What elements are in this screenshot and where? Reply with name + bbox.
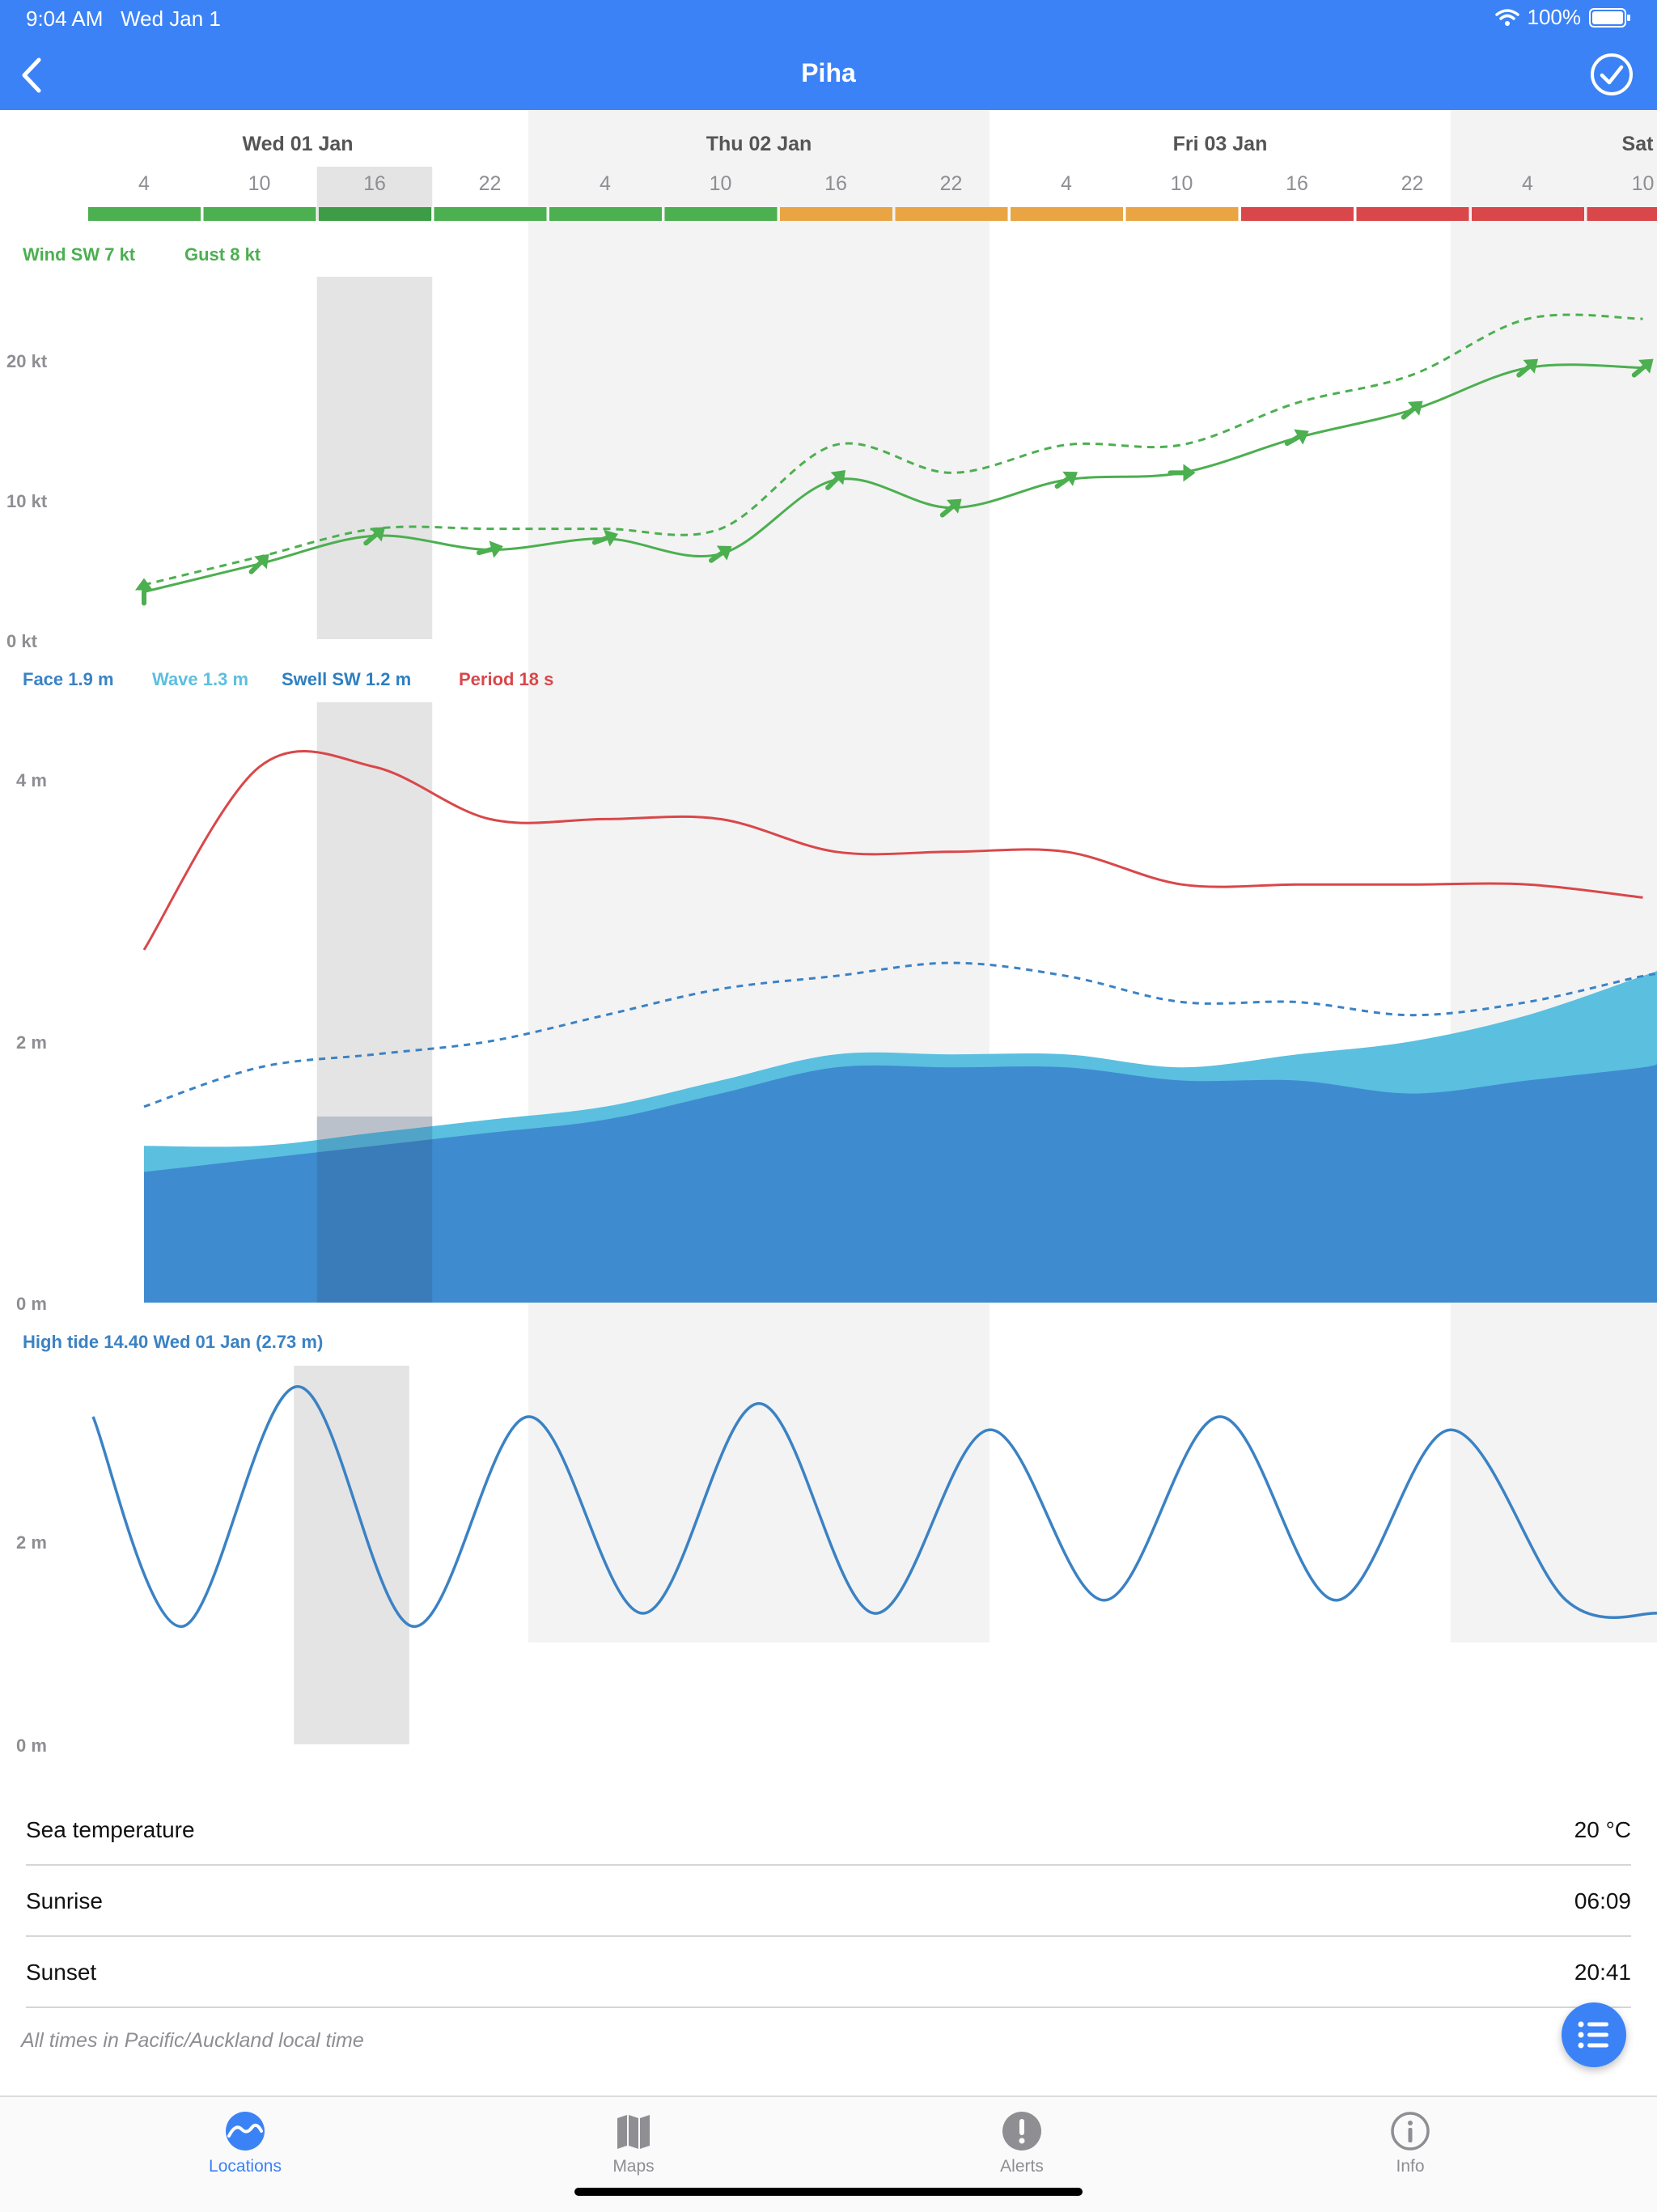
wind-direction-arrow bbox=[1398, 394, 1429, 424]
rating-bar-segment bbox=[1011, 207, 1123, 221]
hour-label: 22 bbox=[479, 172, 502, 195]
rating-bar-segment bbox=[665, 207, 778, 221]
rating-bar-segment bbox=[204, 207, 316, 221]
rating-bar-segment bbox=[896, 207, 1008, 221]
day-label: Thu 02 Jan bbox=[706, 133, 812, 155]
tab-maps-label: Maps bbox=[612, 2157, 654, 2176]
rating-bar-segment bbox=[1126, 207, 1239, 221]
hour-label: 10 bbox=[1171, 172, 1193, 195]
tide-axis-label: 0 m bbox=[16, 1735, 47, 1756]
map-icon bbox=[612, 2110, 655, 2152]
tab-alerts-label: Alerts bbox=[1000, 2157, 1044, 2176]
rating-bar-segment bbox=[1241, 207, 1354, 221]
timezone-footnote: All times in Pacific/Auckland local time bbox=[21, 2029, 364, 2053]
battery-percent: 100% bbox=[1528, 5, 1582, 30]
wind-legend: Wind SW 7 kt bbox=[23, 244, 136, 265]
status-indicators: 100% bbox=[1495, 5, 1632, 30]
wind-direction-arrow bbox=[1171, 464, 1196, 481]
sunrise-label: Sunrise bbox=[26, 1888, 103, 1914]
checkmark-circle-icon bbox=[1589, 52, 1634, 97]
day-band-0 bbox=[528, 110, 990, 1642]
tide-axis-label: 2 m bbox=[16, 1532, 47, 1553]
sea-temperature-row: Sea temperature 20 °C bbox=[26, 1795, 1631, 1866]
hour-label: 4 bbox=[1061, 172, 1072, 195]
list-icon bbox=[1562, 2002, 1626, 2067]
rating-bar-segment bbox=[319, 207, 431, 221]
rating-bar-segment bbox=[1357, 207, 1469, 221]
day-label: Fri 03 Jan bbox=[1173, 133, 1268, 155]
sunrise-value: 06:09 bbox=[1574, 1888, 1631, 1914]
sea-temperature-label: Sea temperature bbox=[26, 1817, 195, 1843]
tab-info[interactable]: Info bbox=[1329, 2110, 1491, 2176]
day-label: Sat bbox=[1622, 133, 1655, 155]
wave-axis-label: 2 m bbox=[16, 1032, 47, 1053]
hour-label: 10 bbox=[248, 172, 271, 195]
hour-label: 10 bbox=[710, 172, 732, 195]
selected-column-wind bbox=[317, 277, 433, 639]
period-legend: Period 18 s bbox=[459, 669, 553, 689]
rating-bar-segment bbox=[434, 207, 547, 221]
tab-locations-label: Locations bbox=[209, 2157, 282, 2176]
tab-locations[interactable]: Locations bbox=[164, 2110, 326, 2176]
status-time: 9:04 AM Wed Jan 1 bbox=[26, 6, 221, 32]
swell-legend: Swell SW 1.2 m bbox=[282, 669, 411, 689]
status-date: Wed Jan 1 bbox=[121, 6, 221, 31]
status-clock: 9:04 AM bbox=[26, 6, 103, 31]
wave-axis-label: 0 m bbox=[16, 1294, 47, 1314]
rating-bar-segment bbox=[549, 207, 662, 221]
hour-label: 4 bbox=[600, 172, 611, 195]
day-band-1 bbox=[1451, 110, 1657, 1642]
wind-axis-label: 10 kt bbox=[6, 491, 48, 511]
home-indicator bbox=[574, 2188, 1083, 2196]
rating-bar-segment bbox=[88, 207, 201, 221]
rating-bar-segment bbox=[780, 207, 892, 221]
rating-bar-segment bbox=[1587, 207, 1657, 221]
hour-label: 10 bbox=[1632, 172, 1655, 195]
tab-maps[interactable]: Maps bbox=[553, 2110, 714, 2176]
wave-legend: Wave 1.3 m bbox=[152, 669, 248, 689]
wind-axis-label: 20 kt bbox=[6, 351, 48, 371]
rating-bar-segment bbox=[1472, 207, 1584, 221]
tab-info-label: Info bbox=[1396, 2157, 1424, 2176]
alert-icon bbox=[1001, 2110, 1043, 2152]
hour-label: 16 bbox=[1286, 172, 1308, 195]
tide-title: High tide 14.40 Wed 01 Jan (2.73 m) bbox=[23, 1332, 323, 1352]
forecast-charts: Wed 01 Jan Thu 02 Jan Fri 03 Jan Sat 4 10 16 22… bbox=[0, 110, 1657, 1761]
sunrise-row: Sunrise 06:09 bbox=[26, 1866, 1631, 1937]
hour-label: 16 bbox=[824, 172, 847, 195]
selected-column-tide bbox=[294, 1366, 409, 1744]
wind-axis-label: 0 kt bbox=[6, 631, 38, 651]
page-title: Piha bbox=[0, 58, 1657, 88]
sunset-row: Sunset 20:41 bbox=[26, 1937, 1631, 2008]
done-button[interactable] bbox=[1589, 52, 1634, 97]
hour-label: 4 bbox=[1522, 172, 1533, 195]
sea-temperature-value: 20 °C bbox=[1574, 1817, 1631, 1843]
hour-label: 22 bbox=[1401, 172, 1424, 195]
hour-label: 22 bbox=[940, 172, 963, 195]
hour-label: 16 bbox=[363, 172, 386, 195]
list-button[interactable] bbox=[1562, 2002, 1626, 2067]
face-legend: Face 1.9 m bbox=[23, 669, 114, 689]
sunset-value: 20:41 bbox=[1574, 1960, 1631, 1985]
gust-legend: Gust 8 kt bbox=[184, 244, 261, 265]
day-label: Wed 01 Jan bbox=[242, 133, 353, 155]
sunset-label: Sunset bbox=[26, 1960, 96, 1985]
wind-direction-arrow bbox=[1282, 423, 1313, 451]
info-icon bbox=[1389, 2110, 1431, 2152]
selected-column-overlay bbox=[317, 1117, 433, 1303]
tab-alerts[interactable]: Alerts bbox=[941, 2110, 1103, 2176]
wifi-icon bbox=[1495, 9, 1519, 27]
hour-label: 4 bbox=[138, 172, 150, 195]
wind-direction-arrow bbox=[245, 548, 275, 578]
wave-icon bbox=[224, 2110, 266, 2152]
navigation-bar: 9:04 AM Wed Jan 1 100% Piha bbox=[0, 0, 1657, 110]
battery-icon bbox=[1589, 8, 1631, 28]
wave-axis-label: 4 m bbox=[16, 770, 47, 790]
